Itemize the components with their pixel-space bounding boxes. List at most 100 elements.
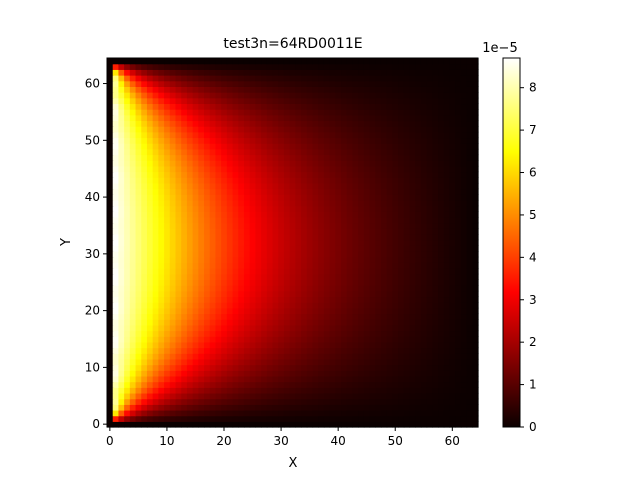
heatmap-cell — [415, 233, 422, 241]
heatmap-cell — [135, 268, 142, 275]
heatmap-cell — [283, 154, 291, 161]
heatmap-cell — [238, 80, 245, 87]
heatmap-cell — [129, 347, 137, 354]
heatmap-cell — [375, 103, 382, 110]
heatmap-cell — [335, 109, 342, 116]
heatmap-cell — [204, 415, 211, 422]
heatmap-cell — [152, 182, 159, 190]
heatmap-cell — [352, 148, 359, 156]
heatmap-cell — [169, 222, 177, 229]
heatmap-cell — [466, 143, 473, 150]
heatmap-cell — [249, 114, 256, 122]
heatmap-cell — [135, 75, 142, 82]
heatmap-cell — [420, 103, 428, 110]
heatmap-cell — [272, 353, 279, 360]
heatmap-cell — [158, 404, 165, 411]
heatmap-cell — [466, 97, 473, 105]
heatmap-cell — [335, 63, 342, 70]
heatmap-cell — [255, 194, 262, 201]
heatmap-cell — [375, 251, 382, 258]
heatmap-cell — [175, 228, 182, 235]
heatmap-cell — [198, 302, 205, 309]
heatmap-cell — [341, 69, 348, 76]
heatmap-cell — [289, 273, 296, 280]
heatmap-cell — [312, 114, 319, 122]
heatmap-cell — [221, 404, 228, 411]
heatmap-cell — [443, 177, 451, 184]
heatmap-cell — [301, 421, 308, 428]
heatmap-cell — [232, 177, 239, 184]
heatmap-cell — [129, 75, 137, 82]
heatmap-cell — [323, 239, 331, 246]
heatmap-cell — [129, 285, 137, 292]
heatmap-cell — [175, 285, 182, 292]
heatmap-cell — [192, 154, 199, 161]
heatmap-cell — [323, 256, 331, 263]
heatmap-cell — [358, 182, 365, 190]
heatmap-cell — [107, 182, 114, 190]
heatmap-cell — [112, 330, 120, 337]
heatmap-cell — [198, 63, 205, 70]
heatmap-cell — [460, 171, 468, 178]
heatmap-cell — [146, 273, 154, 280]
heatmap-cell — [369, 75, 376, 82]
heatmap-cell — [460, 126, 468, 133]
heatmap-cell — [175, 182, 182, 190]
heatmap-cell — [107, 171, 114, 178]
heatmap-cell — [107, 103, 114, 110]
heatmap-cell — [420, 211, 428, 218]
heatmap-cell — [352, 290, 359, 298]
heatmap-cell — [295, 69, 302, 76]
heatmap-cell — [443, 256, 451, 263]
heatmap-cell — [392, 313, 399, 320]
heatmap-cell — [175, 188, 182, 195]
heatmap-cell — [318, 69, 325, 76]
heatmap-cell — [449, 177, 456, 184]
heatmap-cell — [266, 114, 274, 122]
heatmap-cell — [198, 188, 205, 195]
heatmap-cell — [232, 290, 239, 298]
heatmap-cell — [266, 92, 274, 99]
heatmap-cell — [455, 63, 462, 70]
heatmap-cell — [261, 222, 268, 229]
heatmap-cell — [243, 256, 251, 263]
heatmap-cell — [386, 165, 393, 173]
heatmap-cell — [243, 239, 251, 246]
heatmap-cell — [306, 154, 314, 161]
heatmap-cell — [289, 80, 296, 87]
heatmap-cell — [363, 409, 371, 417]
heatmap-cell — [221, 109, 228, 116]
heatmap-cell — [141, 353, 148, 360]
heatmap-cell — [306, 370, 314, 377]
heatmap-cell — [392, 404, 399, 411]
heatmap-cell — [318, 222, 325, 229]
heatmap-cell — [283, 160, 291, 167]
heatmap-cell — [249, 324, 256, 332]
heatmap-cell — [221, 126, 228, 133]
heatmap-cell — [323, 182, 331, 190]
heatmap-cell — [186, 233, 194, 241]
heatmap-cell — [329, 228, 336, 235]
heatmap-cell — [403, 188, 411, 195]
heatmap-cell — [312, 97, 319, 105]
heatmap-cell — [112, 182, 120, 190]
heatmap-cell — [380, 353, 388, 360]
heatmap-cell — [186, 398, 194, 405]
heatmap-cell — [426, 154, 433, 161]
heatmap-cell — [386, 313, 393, 320]
heatmap-cell — [318, 199, 325, 207]
heatmap-cell — [358, 273, 365, 280]
heatmap-cell — [226, 143, 234, 150]
heatmap-cell — [255, 58, 262, 65]
heatmap-cell — [409, 182, 416, 190]
heatmap-cell — [266, 262, 274, 269]
heatmap-cell — [198, 92, 205, 99]
heatmap-cell — [255, 126, 262, 133]
heatmap-cell — [129, 216, 137, 224]
heatmap-cell — [432, 103, 439, 110]
heatmap-cell — [124, 421, 131, 428]
heatmap-cell — [186, 256, 194, 263]
heatmap-cell — [335, 358, 342, 366]
heatmap-cell — [146, 290, 154, 298]
heatmap-cell — [266, 313, 274, 320]
